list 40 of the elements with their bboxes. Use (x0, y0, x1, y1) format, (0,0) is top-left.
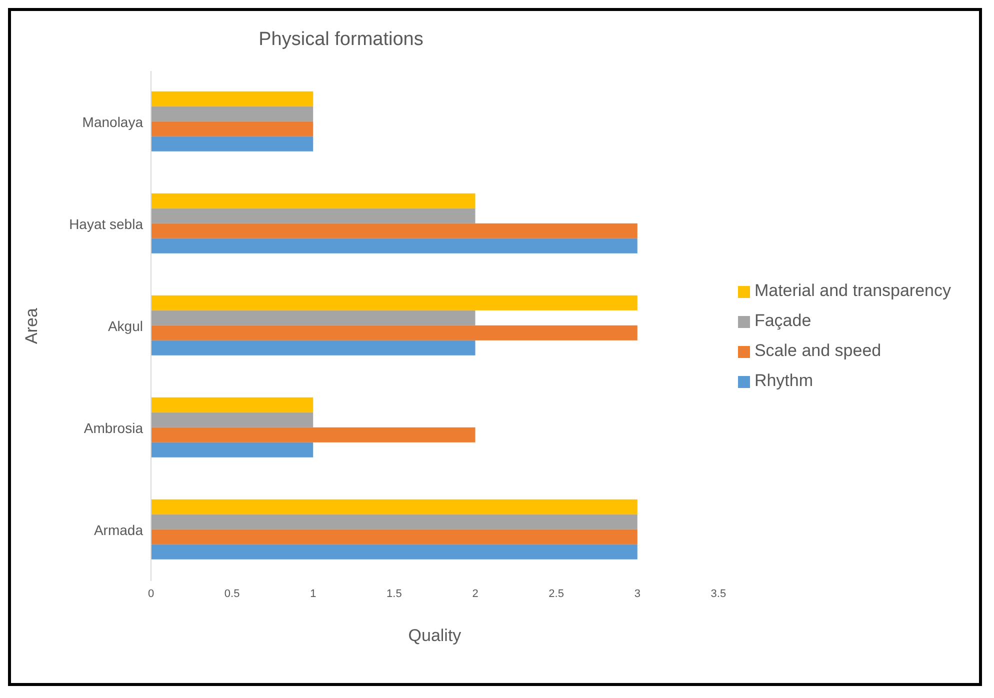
x-tick-label: 0.5 (224, 588, 240, 600)
bar (151, 136, 314, 152)
y-axis-title: Area (22, 308, 42, 344)
bar (151, 544, 638, 560)
bar (151, 238, 638, 254)
bar (151, 295, 638, 310)
x-tick-label: 3.5 (710, 588, 726, 600)
chart-title: Physical formations (258, 29, 424, 51)
legend-label: Material and transparency (754, 281, 951, 300)
bar (151, 514, 638, 530)
y-tick-label: Ambrosia (84, 420, 144, 436)
bar (151, 397, 314, 412)
bar (151, 499, 638, 514)
bar (151, 121, 314, 136)
legend-label: Rhythm (754, 371, 814, 390)
bar (151, 310, 476, 326)
x-tick-label: 2.5 (548, 588, 564, 600)
bar (151, 325, 638, 340)
bar (151, 208, 476, 224)
bar (151, 427, 476, 442)
x-tick-label: 1.5 (386, 588, 402, 600)
bar (151, 340, 476, 356)
x-tick-label: 0 (148, 588, 154, 600)
x-axis-title: Quality (408, 626, 462, 645)
y-tick-label: Akgul (108, 318, 143, 334)
bar (151, 412, 314, 428)
bar (151, 223, 638, 238)
bar (151, 91, 314, 106)
y-tick-label: Manolaya (82, 114, 144, 130)
bar (151, 106, 314, 122)
bar (151, 442, 314, 458)
y-tick-label: Armada (94, 522, 144, 538)
bar (151, 529, 638, 544)
x-tick-label: 2 (472, 588, 478, 600)
x-tick-label: 1 (310, 588, 316, 600)
legend-label: Scale and speed (754, 341, 882, 360)
bar (151, 193, 476, 208)
x-tick-label: 3 (634, 588, 640, 600)
legend-label: Façade (754, 311, 812, 330)
y-tick-label: Hayat sebla (69, 216, 144, 232)
